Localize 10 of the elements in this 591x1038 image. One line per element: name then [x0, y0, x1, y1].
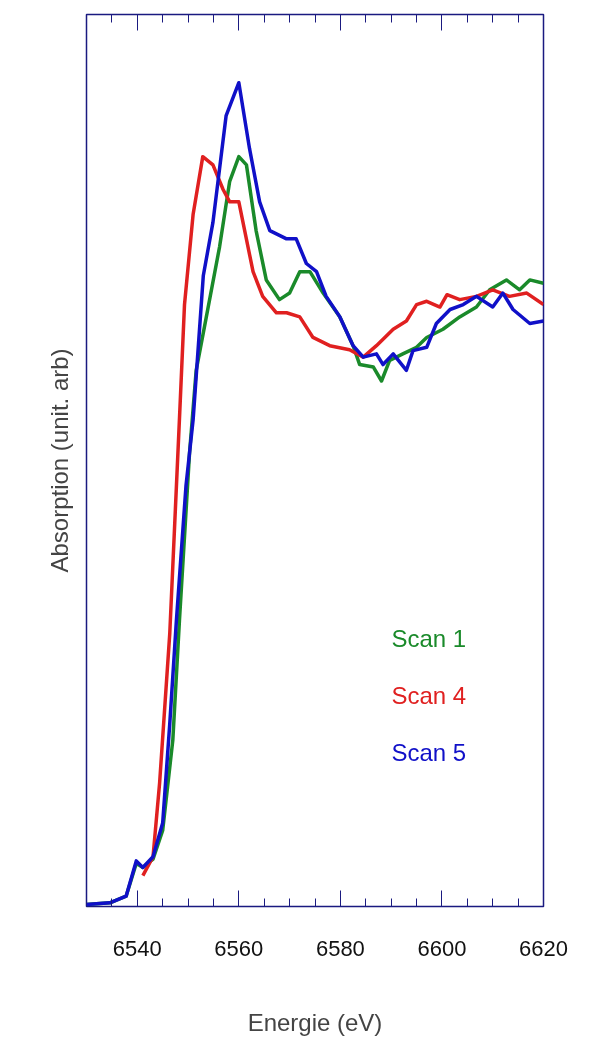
text: Scan 5: [391, 738, 467, 766]
y-axis-title: Absorption (unit. arb): [45, 348, 73, 573]
x-tick-label: 6560: [214, 935, 264, 961]
x-tick-label: 6580: [315, 935, 365, 961]
x-tick-label: 6600: [417, 935, 467, 961]
x-axis-title: Energie (eV): [247, 1008, 383, 1036]
x-tick-label: 6620: [519, 935, 568, 961]
text: Scan 4: [391, 681, 467, 709]
x-tick-label: 6540: [112, 935, 162, 961]
text: Scan 1: [391, 624, 467, 652]
